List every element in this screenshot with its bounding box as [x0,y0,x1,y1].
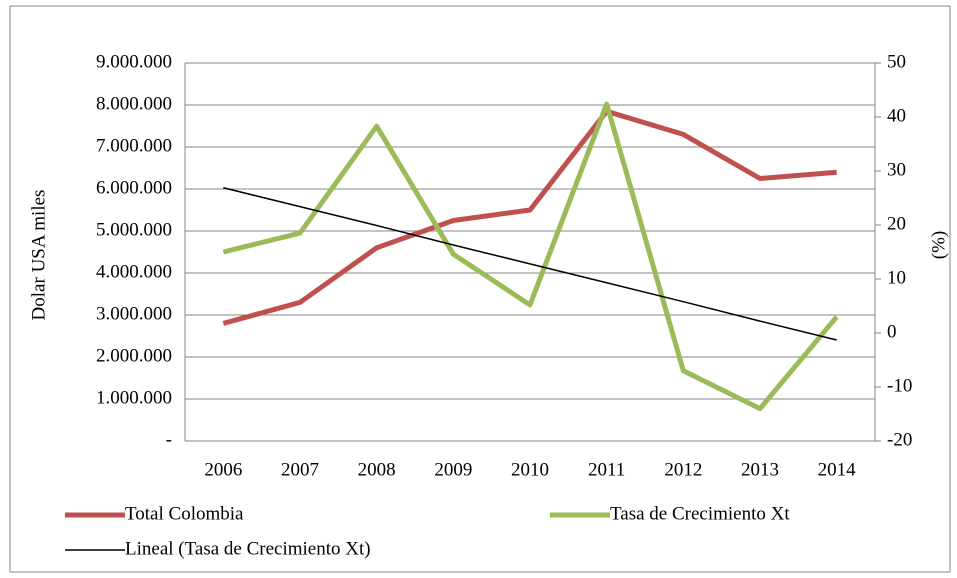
y-tick-label: 9.000.000 [96,51,172,72]
x-tick-label: 2007 [281,459,319,480]
legend-label: Total Colombia [125,503,244,524]
y2-tick-label: 0 [887,321,897,342]
y-tick-label: 3.000.000 [96,303,172,324]
y2-tick-label: -20 [887,429,912,450]
x-tick-label: 2013 [741,459,779,480]
chart-frame [9,5,951,573]
y2-tick-label: 10 [887,267,906,288]
x-tick-label: 2010 [511,459,549,480]
y2-tick-label: -10 [887,375,912,396]
y2-tick-label: 30 [887,159,906,180]
x-tick-label: 2006 [204,459,242,480]
y-tick-label: 5.000.000 [96,219,172,240]
legend-label: Tasa de Crecimiento Xt [610,503,790,524]
x-tick-label: 2014 [818,459,857,480]
y2-axis-label: (%) [928,231,949,259]
series-line [222,101,839,412]
y-tick-label: - [166,429,172,450]
y-tick-label: 6.000.000 [96,177,172,198]
series-line [222,108,837,326]
x-tick-label: 2012 [664,459,702,480]
series-line [223,187,837,341]
x-tick-label: 2008 [358,459,396,480]
y2-tick-label: 20 [887,213,906,234]
x-tick-label: 2009 [434,459,472,480]
x-tick-label: 2011 [588,459,625,480]
legend-label: Lineal (Tasa de Crecimiento Xt) [125,538,371,559]
y-tick-label: 1.000.000 [96,387,172,408]
y-tick-label: 8.000.000 [96,93,172,114]
y-tick-label: 7.000.000 [96,135,172,156]
y2-tick-label: 40 [887,105,906,126]
y-tick-label: 2.000.000 [96,345,172,366]
y-tick-label: 4.000.000 [96,261,172,282]
y-axis-label: Dolar USA miles [28,190,49,321]
y2-tick-label: 50 [887,51,906,72]
